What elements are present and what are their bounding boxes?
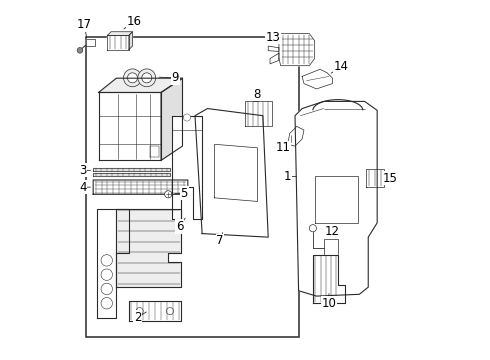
Circle shape (77, 48, 83, 53)
Circle shape (165, 191, 172, 198)
Circle shape (101, 283, 113, 295)
Text: 9: 9 (172, 71, 179, 84)
Text: 17: 17 (77, 18, 92, 31)
Polygon shape (129, 32, 132, 50)
Polygon shape (288, 126, 304, 146)
Polygon shape (129, 301, 181, 321)
Polygon shape (98, 93, 161, 160)
Circle shape (167, 307, 173, 315)
Circle shape (136, 307, 143, 315)
Polygon shape (98, 78, 182, 93)
Polygon shape (93, 168, 170, 171)
Text: 6: 6 (176, 220, 183, 233)
Circle shape (138, 69, 156, 87)
Polygon shape (117, 208, 181, 287)
Polygon shape (93, 173, 170, 176)
Text: 7: 7 (216, 234, 224, 247)
Bar (253, 91, 258, 102)
Polygon shape (302, 69, 333, 89)
Circle shape (101, 269, 113, 280)
Bar (86, 37, 298, 337)
Polygon shape (93, 180, 188, 194)
Polygon shape (161, 78, 182, 160)
Bar (130, 76, 149, 80)
Circle shape (101, 297, 113, 309)
Text: 1: 1 (284, 170, 292, 183)
Text: 2: 2 (134, 311, 142, 324)
Polygon shape (315, 176, 358, 223)
Polygon shape (279, 33, 315, 66)
Text: 15: 15 (382, 172, 397, 185)
Text: 5: 5 (181, 187, 188, 200)
Polygon shape (107, 32, 132, 35)
Polygon shape (195, 109, 268, 237)
Polygon shape (107, 35, 129, 50)
Polygon shape (97, 208, 129, 318)
Polygon shape (367, 169, 384, 187)
Polygon shape (86, 39, 95, 46)
Polygon shape (150, 146, 159, 157)
Polygon shape (268, 46, 279, 51)
Circle shape (127, 73, 138, 83)
Text: 12: 12 (325, 225, 340, 238)
Circle shape (142, 73, 152, 83)
Text: 14: 14 (334, 60, 349, 73)
Polygon shape (172, 116, 202, 219)
Text: 13: 13 (266, 31, 280, 44)
Text: 16: 16 (127, 14, 142, 27)
Polygon shape (215, 144, 258, 202)
Polygon shape (245, 102, 272, 126)
Circle shape (183, 114, 191, 121)
Polygon shape (270, 53, 279, 64)
Polygon shape (295, 102, 377, 296)
Text: 4: 4 (79, 181, 87, 194)
Circle shape (123, 69, 142, 87)
Circle shape (101, 255, 113, 266)
Polygon shape (313, 255, 345, 303)
Text: 11: 11 (276, 141, 291, 154)
Text: 8: 8 (253, 88, 261, 101)
Text: 10: 10 (321, 297, 336, 310)
Bar (323, 239, 338, 257)
Text: 3: 3 (79, 164, 87, 177)
Circle shape (309, 225, 317, 232)
